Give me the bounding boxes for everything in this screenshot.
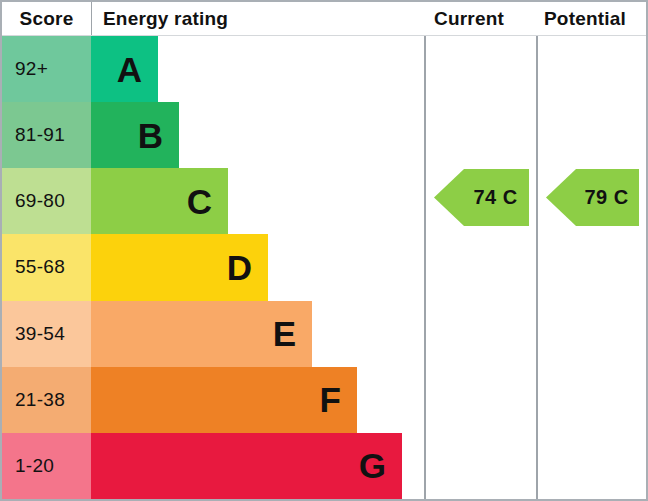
- rating-bar-g: G: [91, 433, 402, 499]
- rating-row-c: 69-80 C: [2, 168, 422, 234]
- rating-row-b: 81-91 B: [2, 102, 422, 168]
- rating-letter-c: C: [187, 184, 212, 219]
- rating-letter-f: F: [320, 382, 341, 417]
- rating-row-e: 39-54 E: [2, 301, 422, 367]
- rating-bar-e: E: [91, 301, 312, 367]
- score-range-b: 81-91: [2, 102, 91, 168]
- score-column-header: Score: [2, 2, 91, 35]
- score-header-divider: [91, 2, 92, 35]
- rating-bar-f: F: [91, 367, 357, 433]
- rating-bar-b: B: [91, 102, 179, 168]
- score-range-a: 92+: [2, 36, 91, 102]
- potential-rating-arrow: 79 C: [546, 169, 639, 226]
- potential-rating-value: 79 C: [584, 186, 628, 209]
- rating-row-a: 92+ A: [2, 36, 422, 102]
- rating-letter-d: D: [227, 250, 252, 285]
- rating-bar-c: C: [91, 168, 228, 234]
- rating-bar-a: A: [91, 36, 158, 102]
- rating-rows: 92+ A 81-91 B 69-80 C 55-68 D 39-54: [2, 36, 422, 499]
- rating-row-g: 1-20 G: [2, 433, 422, 499]
- current-rating-arrow: 74 C: [434, 169, 529, 226]
- score-range-c: 69-80: [2, 168, 91, 234]
- score-range-d: 55-68: [2, 234, 91, 300]
- potential-column-header: Potential: [544, 2, 626, 35]
- current-column-header: Current: [434, 2, 504, 35]
- score-range-f: 21-38: [2, 367, 91, 433]
- rating-row-d: 55-68 D: [2, 234, 422, 300]
- current-column-divider: [424, 2, 426, 499]
- rating-letter-g: G: [359, 448, 386, 483]
- rating-letter-a: A: [117, 52, 142, 87]
- potential-column-divider: [536, 2, 538, 499]
- rating-letter-b: B: [138, 118, 163, 153]
- score-range-g: 1-20: [2, 433, 91, 499]
- rating-bar-d: D: [91, 234, 268, 300]
- score-range-e: 39-54: [2, 301, 91, 367]
- current-rating-value: 74 C: [473, 186, 517, 209]
- epc-rating-chart: Score Energy rating Current Potential 92…: [0, 0, 648, 501]
- header-row: Score Energy rating Current Potential: [2, 2, 646, 36]
- energy-rating-column-header: Energy rating: [103, 2, 228, 35]
- rating-row-f: 21-38 F: [2, 367, 422, 433]
- rating-letter-e: E: [273, 316, 296, 351]
